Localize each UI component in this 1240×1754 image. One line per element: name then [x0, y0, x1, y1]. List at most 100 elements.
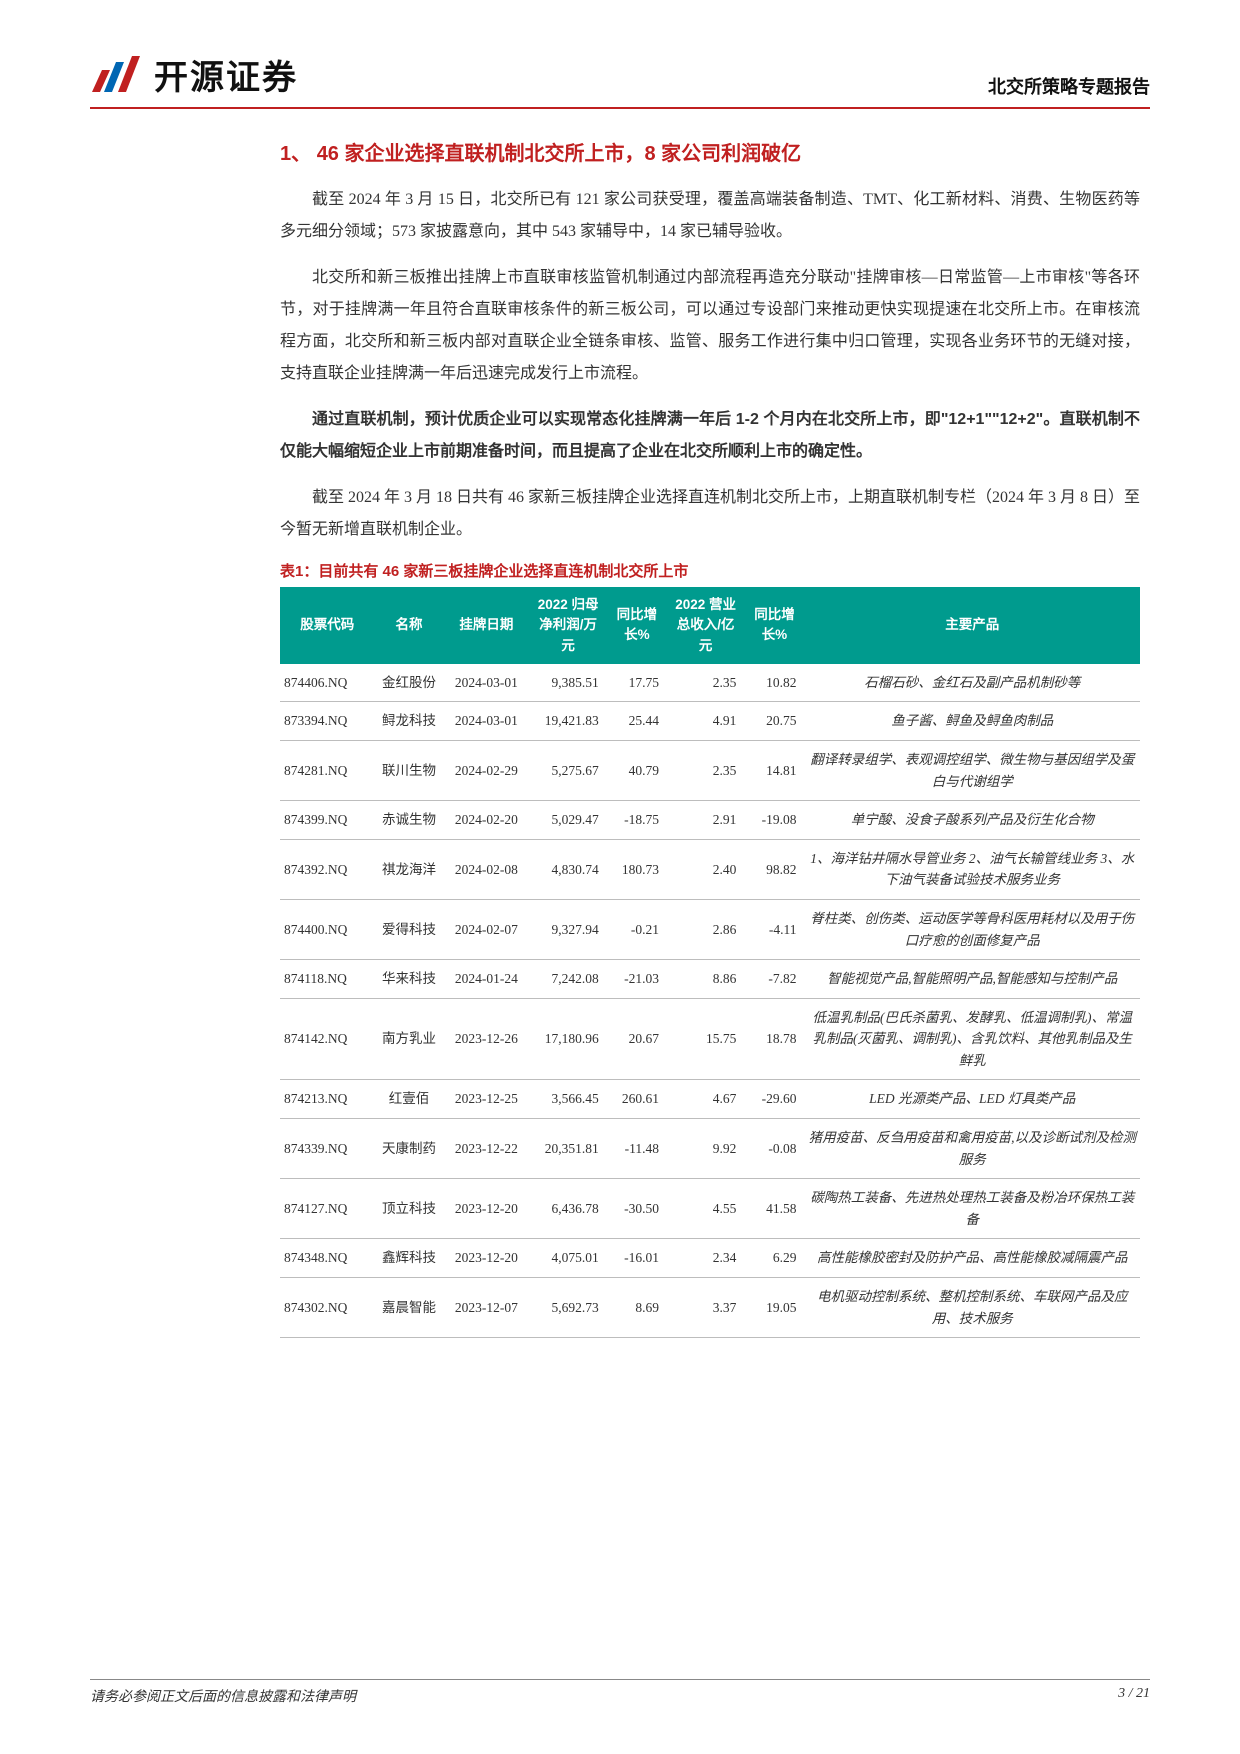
page-header: 开源证券 北交所策略专题报告 — [90, 50, 1150, 109]
cell-profit_yoy: -11.48 — [607, 1119, 667, 1179]
cell-code: 873394.NQ — [280, 702, 375, 741]
table-title: 表1：目前共有 46 家新三板挂牌企业选择直连机制北交所上市 — [280, 560, 1140, 581]
cell-name: 赤诚生物 — [375, 801, 444, 840]
cell-list_date: 2024-03-01 — [443, 664, 529, 702]
table-row: 874302.NQ嘉晨智能2023-12-075,692.738.693.371… — [280, 1278, 1140, 1338]
cell-products: 电机驱动控制系统、整机控制系统、车联网产品及应用、技术服务 — [805, 1278, 1140, 1338]
th-profit-yoy: 同比增长% — [607, 587, 667, 664]
cell-profit_yoy: -16.01 — [607, 1239, 667, 1278]
logo-icon — [90, 52, 144, 98]
cell-profit_yoy: 40.79 — [607, 740, 667, 800]
cell-name: 金红股份 — [375, 664, 444, 702]
cell-net_profit: 5,275.67 — [529, 740, 606, 800]
cell-list_date: 2023-12-20 — [443, 1239, 529, 1278]
cell-net_profit: 9,327.94 — [529, 899, 606, 959]
cell-code: 874302.NQ — [280, 1278, 375, 1338]
cell-code: 874213.NQ — [280, 1080, 375, 1119]
cell-products: 单宁酸、没食子酸系列产品及衍生化合物 — [805, 801, 1140, 840]
cell-list_date: 2024-02-07 — [443, 899, 529, 959]
cell-revenue_yoy: 14.81 — [744, 740, 804, 800]
page-footer: 请务必参阅正文后面的信息披露和法律声明 3 / 21 — [90, 1679, 1150, 1706]
cell-revenue_yoy: -7.82 — [744, 960, 804, 999]
cell-products: 石榴石砂、金红石及副产品机制砂等 — [805, 664, 1140, 702]
cell-revenue: 2.91 — [667, 801, 744, 840]
cell-code: 874348.NQ — [280, 1239, 375, 1278]
cell-list_date: 2023-12-25 — [443, 1080, 529, 1119]
cell-name: 鑫辉科技 — [375, 1239, 444, 1278]
cell-code: 874118.NQ — [280, 960, 375, 999]
cell-revenue_yoy: -29.60 — [744, 1080, 804, 1119]
cell-name: 天康制药 — [375, 1119, 444, 1179]
table-row: 874400.NQ爱得科技2024-02-079,327.94-0.212.86… — [280, 899, 1140, 959]
cell-revenue_yoy: 10.82 — [744, 664, 804, 702]
cell-products: 高性能橡胶密封及防护产品、高性能橡胶减隔震产品 — [805, 1239, 1140, 1278]
cell-net_profit: 20,351.81 — [529, 1119, 606, 1179]
cell-products: 低温乳制品(巴氏杀菌乳、发酵乳、低温调制乳)、常温乳制品(灭菌乳、调制乳)、含乳… — [805, 998, 1140, 1080]
footer-page: 3 / 21 — [1118, 1686, 1150, 1706]
cell-net_profit: 5,692.73 — [529, 1278, 606, 1338]
th-products: 主要产品 — [805, 587, 1140, 664]
cell-revenue_yoy: 20.75 — [744, 702, 804, 741]
cell-name: 联川生物 — [375, 740, 444, 800]
cell-products: 1、海洋钻井隔水导管业务 2、油气长输管线业务 3、水下油气装备试验技术服务业务 — [805, 839, 1140, 899]
cell-profit_yoy: -21.03 — [607, 960, 667, 999]
cell-net_profit: 4,075.01 — [529, 1239, 606, 1278]
section-heading: 1、 46 家企业选择直联机制北交所上市，8 家公司利润破亿 — [280, 137, 1140, 166]
cell-list_date: 2024-01-24 — [443, 960, 529, 999]
cell-name: 华来科技 — [375, 960, 444, 999]
cell-revenue: 4.91 — [667, 702, 744, 741]
table-row: 874142.NQ南方乳业2023-12-2617,180.9620.6715.… — [280, 998, 1140, 1080]
cell-net_profit: 6,436.78 — [529, 1179, 606, 1239]
cell-list_date: 2023-12-22 — [443, 1119, 529, 1179]
cell-products: 翻译转录组学、表观调控组学、微生物与基因组学及蛋白与代谢组学 — [805, 740, 1140, 800]
cell-revenue_yoy: 98.82 — [744, 839, 804, 899]
paragraph-4: 截至 2024 年 3 月 18 日共有 46 家新三板挂牌企业选择直连机制北交… — [280, 482, 1140, 546]
cell-products: 鱼子酱、鲟鱼及鲟鱼肉制品 — [805, 702, 1140, 741]
cell-net_profit: 5,029.47 — [529, 801, 606, 840]
th-net-profit: 2022 归母净利润/万元 — [529, 587, 606, 664]
cell-revenue: 4.67 — [667, 1080, 744, 1119]
cell-revenue: 2.35 — [667, 740, 744, 800]
companies-table: 股票代码 名称 挂牌日期 2022 归母净利润/万元 同比增长% 2022 营业… — [280, 587, 1140, 1338]
cell-name: 爱得科技 — [375, 899, 444, 959]
table-row: 873394.NQ鲟龙科技2024-03-0119,421.8325.444.9… — [280, 702, 1140, 741]
cell-products: 猪用疫苗、反刍用疫苗和禽用疫苗,以及诊断试剂及检测服务 — [805, 1119, 1140, 1179]
cell-name: 红壹佰 — [375, 1080, 444, 1119]
cell-revenue: 9.92 — [667, 1119, 744, 1179]
paragraph-1: 截至 2024 年 3 月 15 日，北交所已有 121 家公司获受理，覆盖高端… — [280, 184, 1140, 248]
cell-revenue: 2.86 — [667, 899, 744, 959]
th-name: 名称 — [375, 587, 444, 664]
cell-code: 874400.NQ — [280, 899, 375, 959]
paragraph-3-bold: 通过直联机制，预计优质企业可以实现常态化挂牌满一年后 1-2 个月内在北交所上市… — [280, 404, 1140, 468]
table-row: 874127.NQ顶立科技2023-12-206,436.78-30.504.5… — [280, 1179, 1140, 1239]
cell-net_profit: 9,385.51 — [529, 664, 606, 702]
cell-list_date: 2023-12-20 — [443, 1179, 529, 1239]
th-revenue-yoy: 同比增长% — [744, 587, 804, 664]
cell-code: 874399.NQ — [280, 801, 375, 840]
cell-code: 874339.NQ — [280, 1119, 375, 1179]
table-row: 874399.NQ赤诚生物2024-02-205,029.47-18.752.9… — [280, 801, 1140, 840]
cell-revenue_yoy: 41.58 — [744, 1179, 804, 1239]
cell-revenue: 8.86 — [667, 960, 744, 999]
cell-revenue_yoy: -4.11 — [744, 899, 804, 959]
logo: 开源证券 — [90, 50, 298, 99]
cell-revenue: 2.35 — [667, 664, 744, 702]
cell-products: 脊柱类、创伤类、运动医学等骨科医用耗材以及用于伤口疗愈的创面修复产品 — [805, 899, 1140, 959]
cell-profit_yoy: -30.50 — [607, 1179, 667, 1239]
table-row: 874213.NQ红壹佰2023-12-253,566.45260.614.67… — [280, 1080, 1140, 1119]
section-number: 1、 — [280, 143, 311, 165]
company-name: 开源证券 — [154, 50, 298, 99]
cell-revenue_yoy: -0.08 — [744, 1119, 804, 1179]
footer-disclaimer: 请务必参阅正文后面的信息披露和法律声明 — [90, 1686, 356, 1706]
cell-revenue: 2.40 — [667, 839, 744, 899]
cell-revenue_yoy: 18.78 — [744, 998, 804, 1080]
cell-revenue_yoy: 19.05 — [744, 1278, 804, 1338]
section-title: 46 家企业选择直联机制北交所上市，8 家公司利润破亿 — [317, 143, 801, 165]
table-body: 874406.NQ金红股份2024-03-019,385.5117.752.35… — [280, 664, 1140, 1338]
cell-profit_yoy: 260.61 — [607, 1080, 667, 1119]
cell-revenue: 15.75 — [667, 998, 744, 1080]
th-code: 股票代码 — [280, 587, 375, 664]
cell-profit_yoy: 20.67 — [607, 998, 667, 1080]
cell-profit_yoy: -18.75 — [607, 801, 667, 840]
cell-net_profit: 17,180.96 — [529, 998, 606, 1080]
